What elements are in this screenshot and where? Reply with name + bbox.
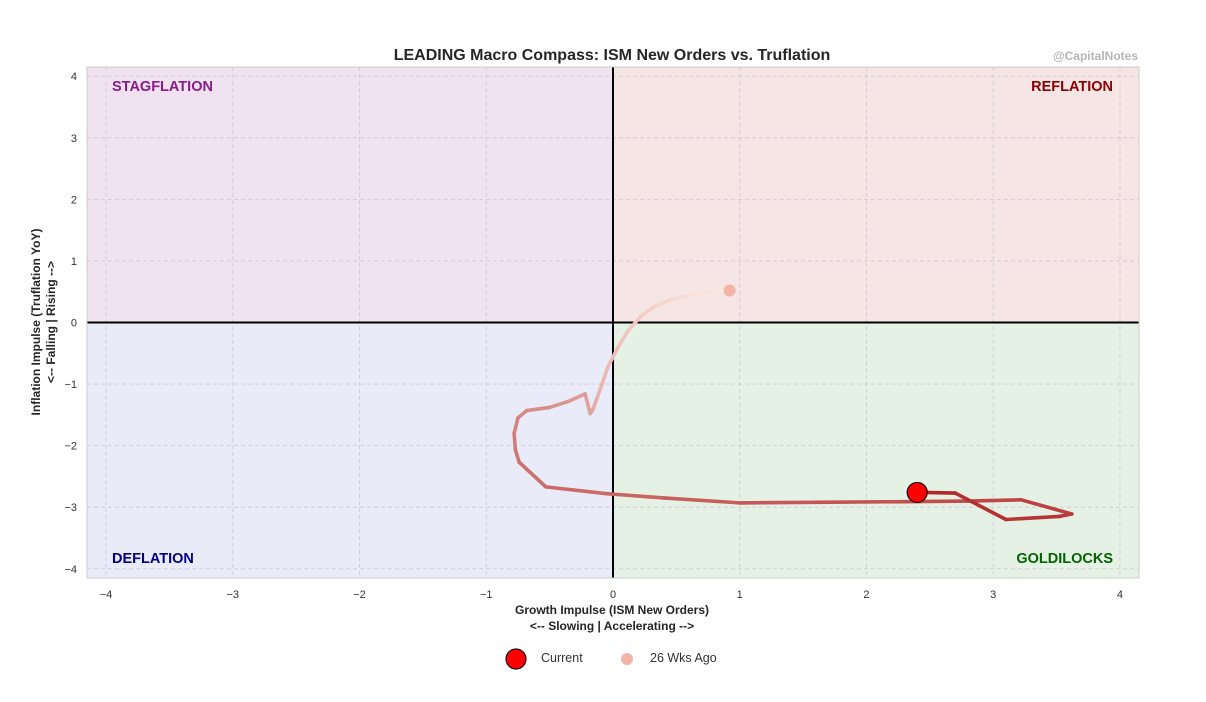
legend: Current 26 Wks Ago — [505, 648, 717, 670]
trajectory-segment — [606, 345, 620, 369]
y-tick-label: 2 — [71, 194, 77, 206]
trajectory-segment — [966, 498, 1023, 503]
quadrant-label-stagflation: STAGFLATION — [112, 79, 213, 95]
trajectory-segment — [547, 399, 571, 410]
x-tick-label: −3 — [226, 589, 239, 601]
x-tick-label: 3 — [990, 589, 996, 601]
trajectory-segment — [737, 500, 818, 505]
quadrant-bg-stagflation — [87, 67, 613, 323]
y-tick-label: 0 — [71, 318, 77, 330]
markers — [723, 284, 928, 504]
y-tick-label: 4 — [71, 71, 77, 83]
y-tick-label: −2 — [64, 441, 77, 453]
trajectory-segment — [599, 365, 610, 388]
quadrant-label-goldilocks: GOLDILOCKS — [1016, 551, 1113, 567]
trajectory-segment — [813, 499, 907, 505]
tick-labels: −4 −3 −2 −1 0 1 2 3 4 −4 −3 −2 −1 0 1 2 3 4 — [64, 71, 1123, 601]
trajectory-segment — [583, 392, 592, 416]
trajectory-segment — [1004, 514, 1061, 522]
trajectory-segment — [661, 496, 742, 505]
plot-frame — [86, 66, 1140, 579]
y-tick-label: 3 — [71, 133, 77, 145]
quadrant-bg-reflation — [613, 67, 1139, 323]
x-axis-label: Growth Impulse (ISM New Orders) — [515, 603, 709, 617]
x-tick-label: −1 — [480, 589, 493, 601]
trajectory-segment — [512, 416, 520, 436]
quadrant-label-deflation: DEFLATION — [112, 551, 194, 567]
y-axis-sublabel: <-- Falling | Rising --> — [44, 261, 58, 383]
trajectory-segment — [594, 383, 604, 402]
x-tick-label: −4 — [100, 589, 113, 601]
trajectory-segment — [616, 328, 631, 349]
trajectory-segment — [513, 448, 522, 465]
x-tick-label: 2 — [863, 589, 869, 601]
trajectory-segment — [544, 485, 609, 496]
x-axis-sublabel: <-- Slowing | Accelerating --> — [530, 619, 694, 633]
quadrant-labels: STAGFLATION REFLATION DEFLATION GOLDILOCKS — [112, 79, 1113, 567]
trajectory-segment — [639, 305, 656, 319]
y-tick-label: 1 — [71, 256, 77, 268]
legend-26wks-label: 26 Wks Ago — [650, 651, 717, 665]
x-tick-label: 4 — [1117, 589, 1123, 601]
trajectory-segment — [525, 405, 552, 413]
trajectory-segment — [512, 431, 518, 452]
y-tick-label: −1 — [64, 379, 77, 391]
quadrant-label-reflation: REFLATION — [1031, 79, 1113, 95]
trajectory-segment — [517, 460, 548, 489]
trajectory-segment — [590, 397, 599, 412]
trajectory-segment — [953, 491, 1008, 522]
trajectory-segment — [1057, 512, 1074, 519]
watermark: @CapitalNotes — [1053, 49, 1138, 63]
trajectory-segment — [668, 293, 691, 302]
quadrant-bg-goldilocks — [613, 322, 1139, 578]
x-tick-label: −2 — [353, 589, 366, 601]
x-tick-label: 0 — [610, 589, 616, 601]
legend-current-label: Current — [541, 651, 583, 665]
y-axis-label: Inflation Impulse (Truflation YoY) — [29, 229, 43, 416]
trajectory-segment — [921, 490, 958, 495]
legend-26wks-marker — [621, 653, 633, 665]
trajectory-segment — [1019, 498, 1074, 516]
quadrant-backgrounds — [87, 67, 1139, 578]
trajectory-segment — [687, 289, 714, 298]
x-tick-label: 1 — [737, 589, 743, 601]
current-point — [906, 481, 928, 504]
trajectory-segment — [604, 491, 666, 500]
legend-current-marker — [505, 648, 527, 670]
trajectory-segment — [626, 314, 643, 333]
trajectory-segment — [566, 392, 587, 404]
y-tick-label: −3 — [64, 502, 77, 514]
trajectory-path — [512, 288, 1074, 522]
quadrant-bg-deflation — [87, 322, 613, 578]
chart-title: LEADING Macro Compass: ISM New Orders vs… — [394, 47, 831, 64]
y-tick-label: −4 — [64, 564, 77, 576]
start-point-26wks — [723, 284, 736, 297]
trajectory-segment — [516, 408, 529, 420]
trajectory-segment — [651, 297, 672, 309]
